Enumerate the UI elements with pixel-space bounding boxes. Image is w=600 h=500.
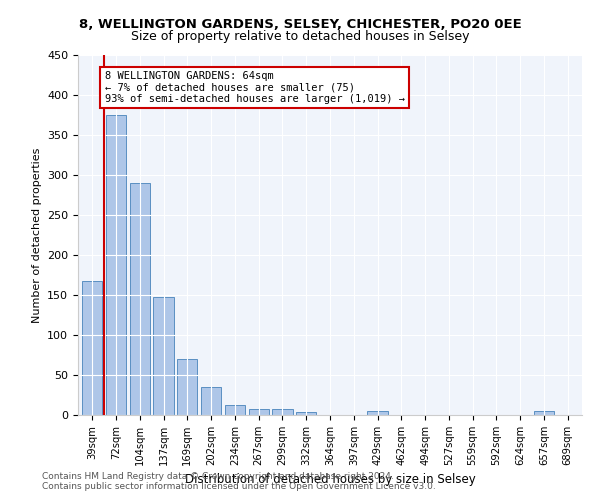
Y-axis label: Number of detached properties: Number of detached properties: [32, 148, 41, 322]
X-axis label: Distribution of detached houses by size in Selsey: Distribution of detached houses by size …: [185, 474, 475, 486]
Bar: [534, 411, 554, 415]
Bar: [154, 296, 173, 415]
Bar: [248, 408, 269, 415]
Text: 8 WELLINGTON GARDENS: 64sqm
← 7% of detached houses are smaller (75)
93% of semi: 8 WELLINGTON GARDENS: 64sqm ← 7% of deta…: [104, 71, 404, 104]
Bar: [82, 282, 103, 415]
Text: Contains HM Land Registry data © Crown copyright and database right 2024.
Contai: Contains HM Land Registry data © Crown c…: [42, 472, 436, 491]
Text: 8, WELLINGTON GARDENS, SELSEY, CHICHESTER, PO20 0EE: 8, WELLINGTON GARDENS, SELSEY, CHICHESTE…: [79, 18, 521, 30]
Bar: [367, 411, 388, 415]
Text: Size of property relative to detached houses in Selsey: Size of property relative to detached ho…: [131, 30, 469, 43]
Bar: [130, 183, 150, 415]
Bar: [106, 115, 126, 415]
Bar: [296, 412, 316, 415]
Bar: [201, 387, 221, 415]
Bar: [177, 359, 197, 415]
Bar: [225, 404, 245, 415]
Bar: [272, 408, 293, 415]
